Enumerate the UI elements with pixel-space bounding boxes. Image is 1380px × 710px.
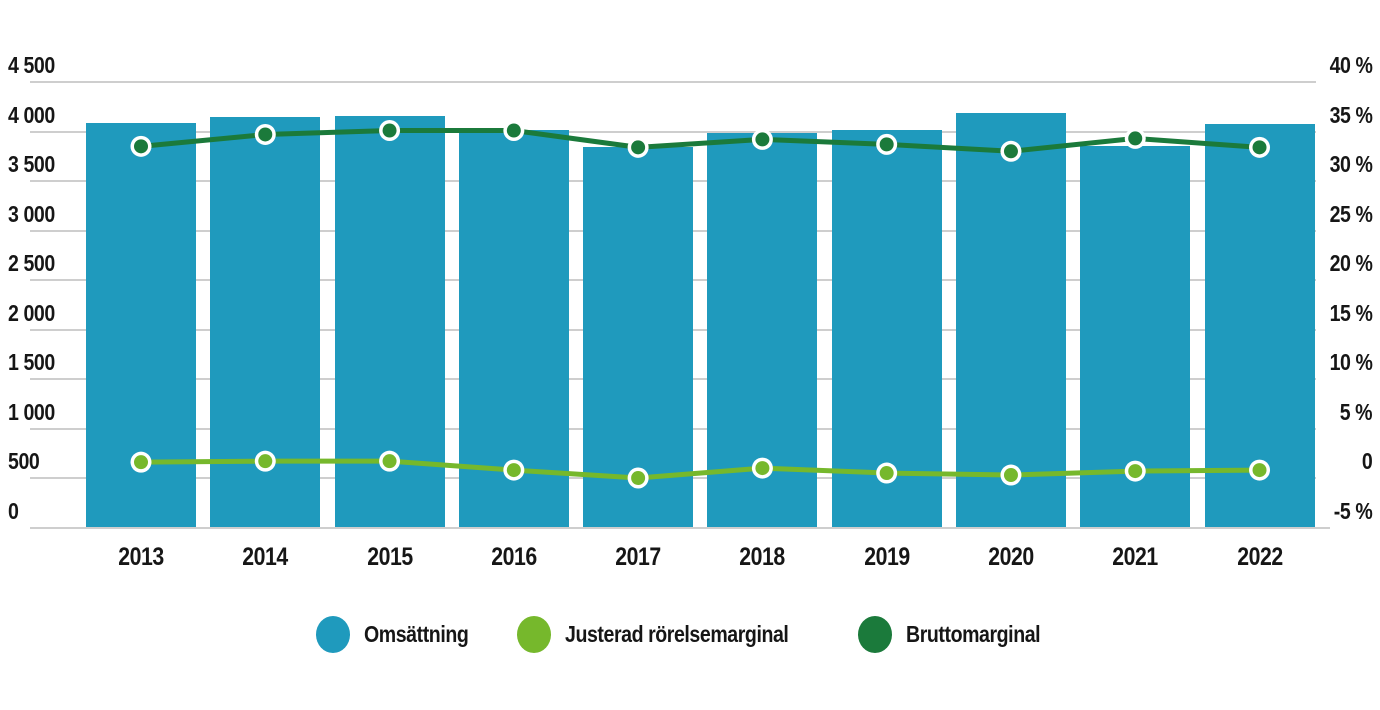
legend-label: Justerad rörelsemarginal <box>565 620 789 647</box>
right-axis-tick: 5 % <box>1339 398 1373 425</box>
legend-dot-icon <box>316 615 351 653</box>
left-axis-tick: 2 000 <box>8 299 55 326</box>
x-tick-2017: 2017 <box>615 543 661 571</box>
legend-dot-icon <box>857 615 892 653</box>
gridline <box>30 81 1316 83</box>
x-tick-2022: 2022 <box>1236 543 1283 571</box>
bar-2019 <box>831 130 942 528</box>
right-axis-tick: 30 % <box>1329 151 1372 177</box>
marker-2021 <box>1128 131 1143 146</box>
left-axis-tick: 4 500 <box>8 52 55 78</box>
bar-2013 <box>86 122 196 528</box>
right-axis-tick: 25 % <box>1329 200 1372 227</box>
bar-2021 <box>1080 145 1191 528</box>
left-axis-tick: 1 500 <box>8 349 55 375</box>
right-axis-tick: 10 % <box>1329 349 1372 375</box>
legend-item: Justerad rörelsemarginal <box>517 615 828 653</box>
legend-item: Bruttomarginal <box>857 615 1064 653</box>
bar-2020 <box>955 112 1066 528</box>
x-tick-2020: 2020 <box>988 543 1034 571</box>
bar-2016 <box>458 129 569 528</box>
left-axis-tick: 0 <box>8 497 19 524</box>
legend-item: Omsättning <box>316 615 487 653</box>
left-axis-tick: 3 000 <box>8 200 55 227</box>
right-axis-tick: 15 % <box>1329 299 1372 326</box>
left-axis-tick: 2 500 <box>8 250 55 276</box>
left-axis-tick: 1 000 <box>8 398 55 425</box>
bar-2015 <box>334 115 445 528</box>
x-tick-2018: 2018 <box>739 543 786 571</box>
x-tick-2014: 2014 <box>242 543 289 571</box>
bar-2017 <box>583 146 694 528</box>
right-axis-tick: 20 % <box>1329 250 1372 276</box>
legend-label: Bruttomarginal <box>905 620 1041 647</box>
left-axis-tick: 4 000 <box>8 101 55 128</box>
right-axis-tick: 40 % <box>1329 52 1372 78</box>
right-axis-tick: 35 % <box>1329 101 1372 128</box>
x-tick-2016: 2016 <box>491 543 537 571</box>
bar-2014 <box>210 116 321 528</box>
right-axis-tick: 0 <box>1361 448 1373 474</box>
bar-2022 <box>1204 124 1315 528</box>
legend-dot-icon <box>517 615 552 653</box>
x-tick-2015: 2015 <box>366 543 413 571</box>
bar-2018 <box>707 132 818 528</box>
x-tick-2019: 2019 <box>863 543 910 571</box>
legend-label: Omsättning <box>364 620 469 647</box>
x-tick-2013: 2013 <box>118 543 164 571</box>
x-tick-2021: 2021 <box>1112 543 1159 571</box>
left-axis-tick: 3 500 <box>8 151 55 177</box>
right-axis-tick: -5 % <box>1333 497 1372 524</box>
legend: Omsättning Justerad rörelsemarginal Brutto… <box>0 612 1380 656</box>
gridline <box>30 526 1330 529</box>
left-axis-tick: 500 <box>8 448 40 474</box>
